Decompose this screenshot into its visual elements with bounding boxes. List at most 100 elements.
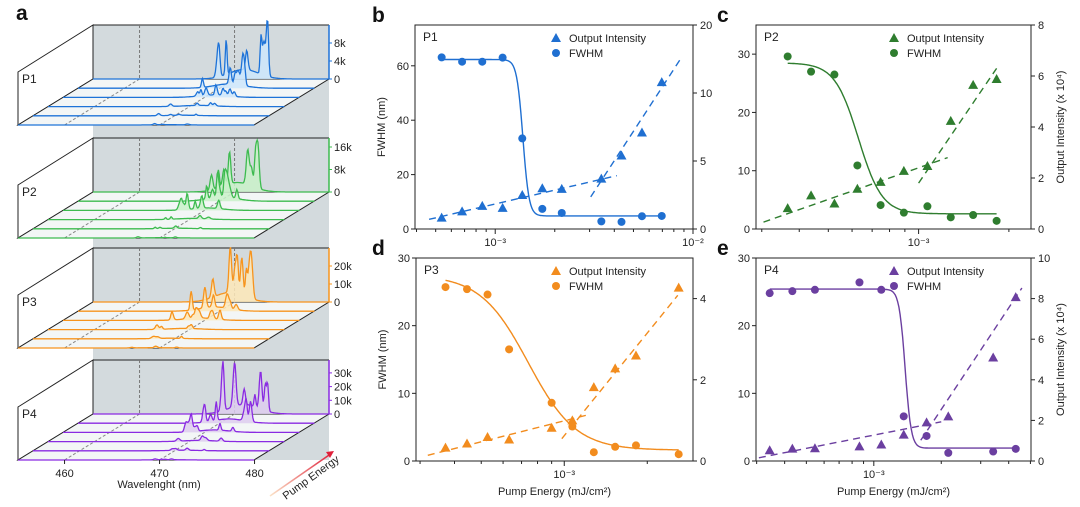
fwhm-point [589, 448, 598, 457]
intensity-fit-line [918, 67, 998, 184]
y-tick-label: 40 [397, 115, 409, 127]
y2-axis-label: Output Intensity (x 10⁴) [1055, 71, 1067, 184]
intensity-point [806, 190, 817, 200]
y2-tick-label: 2 [1038, 173, 1044, 185]
fwhm-point [765, 289, 774, 298]
intensity-point [854, 441, 865, 451]
x-tick-label: 460 [55, 468, 73, 480]
y-tick-label: 20 [397, 170, 409, 182]
legend-entry-intensity: Output Intensity [569, 266, 647, 278]
legend-entry-intensity: Output Intensity [907, 33, 985, 45]
intensity-point [436, 212, 447, 222]
intensity-point [567, 415, 578, 425]
y-tick-label: 30 [738, 253, 750, 265]
legend-triangle-icon [551, 266, 561, 275]
fwhm-point [674, 450, 683, 459]
y2-tick-label: 2 [700, 375, 706, 387]
intensity-point [537, 183, 548, 193]
spectrum-fill [63, 193, 300, 211]
panel-label-c: c [717, 4, 729, 27]
fwhm-point [989, 447, 998, 456]
panel-label-e: e [717, 237, 729, 260]
y-tick-label: 10 [738, 388, 750, 400]
fwhm-point [1011, 444, 1020, 453]
y-tick-label: 20 [398, 321, 410, 333]
intensity-point [945, 115, 956, 125]
intensity-tick-label: 0 [334, 187, 340, 199]
x-axis-label: Wavelenght (nm) [117, 479, 200, 491]
intensity-point [504, 434, 515, 444]
legend-entry-fwhm: FWHM [569, 281, 603, 293]
fwhm-point [923, 202, 932, 211]
fwhm-point [568, 422, 577, 431]
fwhm-point [557, 208, 566, 217]
fwhm-point [946, 213, 955, 222]
fwhm-point [922, 431, 931, 440]
fwhm-point [899, 412, 908, 421]
arrow-head-icon [326, 451, 334, 458]
fwhm-point [547, 398, 556, 407]
fwhm-point [807, 67, 816, 76]
sample-label: P4 [764, 263, 779, 277]
fwhm-point [463, 285, 472, 294]
y2-tick-label: 4 [700, 294, 706, 306]
panel-label-d: d [372, 237, 385, 260]
intensity-point [477, 200, 488, 210]
y-tick-label: 10 [398, 388, 410, 400]
intensity-tick-label: 30k [334, 368, 352, 380]
intensity-point [462, 438, 473, 448]
intensity-point [876, 439, 887, 449]
intensity-point [556, 183, 567, 193]
intensity-point [616, 150, 627, 160]
fwhm-point [944, 448, 953, 457]
intensity-point [673, 282, 684, 292]
fwhm-point [437, 53, 446, 62]
legend-entry-fwhm: FWHM [907, 281, 941, 293]
y-tick-label: 10 [738, 166, 750, 178]
intensity-point [630, 350, 641, 360]
spectrum-trace [48, 324, 285, 331]
spectrum-trace [33, 447, 270, 452]
legend-entry-fwhm: FWHM [907, 48, 941, 60]
x-tick-label: 470 [150, 468, 168, 480]
intensity-tick-label: 16k [334, 142, 352, 154]
spectrum-trace [18, 122, 255, 126]
intensity-fit-line [427, 413, 591, 456]
spectrum-trace [48, 435, 285, 443]
intensity-point [921, 417, 932, 427]
intensity-point [497, 202, 508, 212]
spectrum-trace [93, 361, 330, 415]
legend-triangle-icon [551, 33, 561, 42]
fwhm-point [483, 290, 492, 299]
x-tick-label: 480 [245, 468, 263, 480]
legend-entry-intensity: Output Intensity [907, 266, 985, 278]
depth-axis-label: Pump Energy [281, 453, 342, 502]
y2-axis-label: Output Intensity (x 10⁴) [1055, 303, 1067, 416]
spectrum-trace [93, 247, 330, 303]
y2-tick-label: 0 [700, 456, 706, 468]
plot-frame [415, 257, 694, 462]
sample-label: P2 [764, 30, 779, 44]
block-label: P3 [22, 295, 37, 309]
y2-tick-label: 10 [1038, 253, 1050, 265]
intensity-tick-label: 4k [334, 56, 346, 68]
intensity-point [809, 443, 820, 453]
panel-c-chart: 10⁻³ 0 10 20 30 0 2 4 6 8 Output Intensity (x 10⁴)… [738, 20, 1067, 249]
y2-tick-label: 8 [1038, 294, 1044, 306]
legend-circle-icon [552, 49, 560, 57]
fwhm-fit-curve [441, 58, 662, 217]
legend-entry-fwhm: FWHM [569, 48, 603, 60]
x-tick-label: 10⁻³ [908, 237, 930, 249]
fwhm-point [855, 278, 864, 287]
y2-tick-label: 6 [1038, 71, 1044, 83]
fwhm-point [810, 285, 819, 294]
intensity-tick-label: 8k [334, 165, 346, 177]
y-tick-label: 0 [403, 224, 409, 236]
fwhm-point [830, 70, 839, 79]
fwhm-fit-curve [769, 288, 1016, 449]
fwhm-point [441, 283, 450, 292]
spectrum-trace [63, 192, 300, 212]
y2-tick-label: 2 [1038, 415, 1044, 427]
fwhm-point [631, 441, 640, 450]
